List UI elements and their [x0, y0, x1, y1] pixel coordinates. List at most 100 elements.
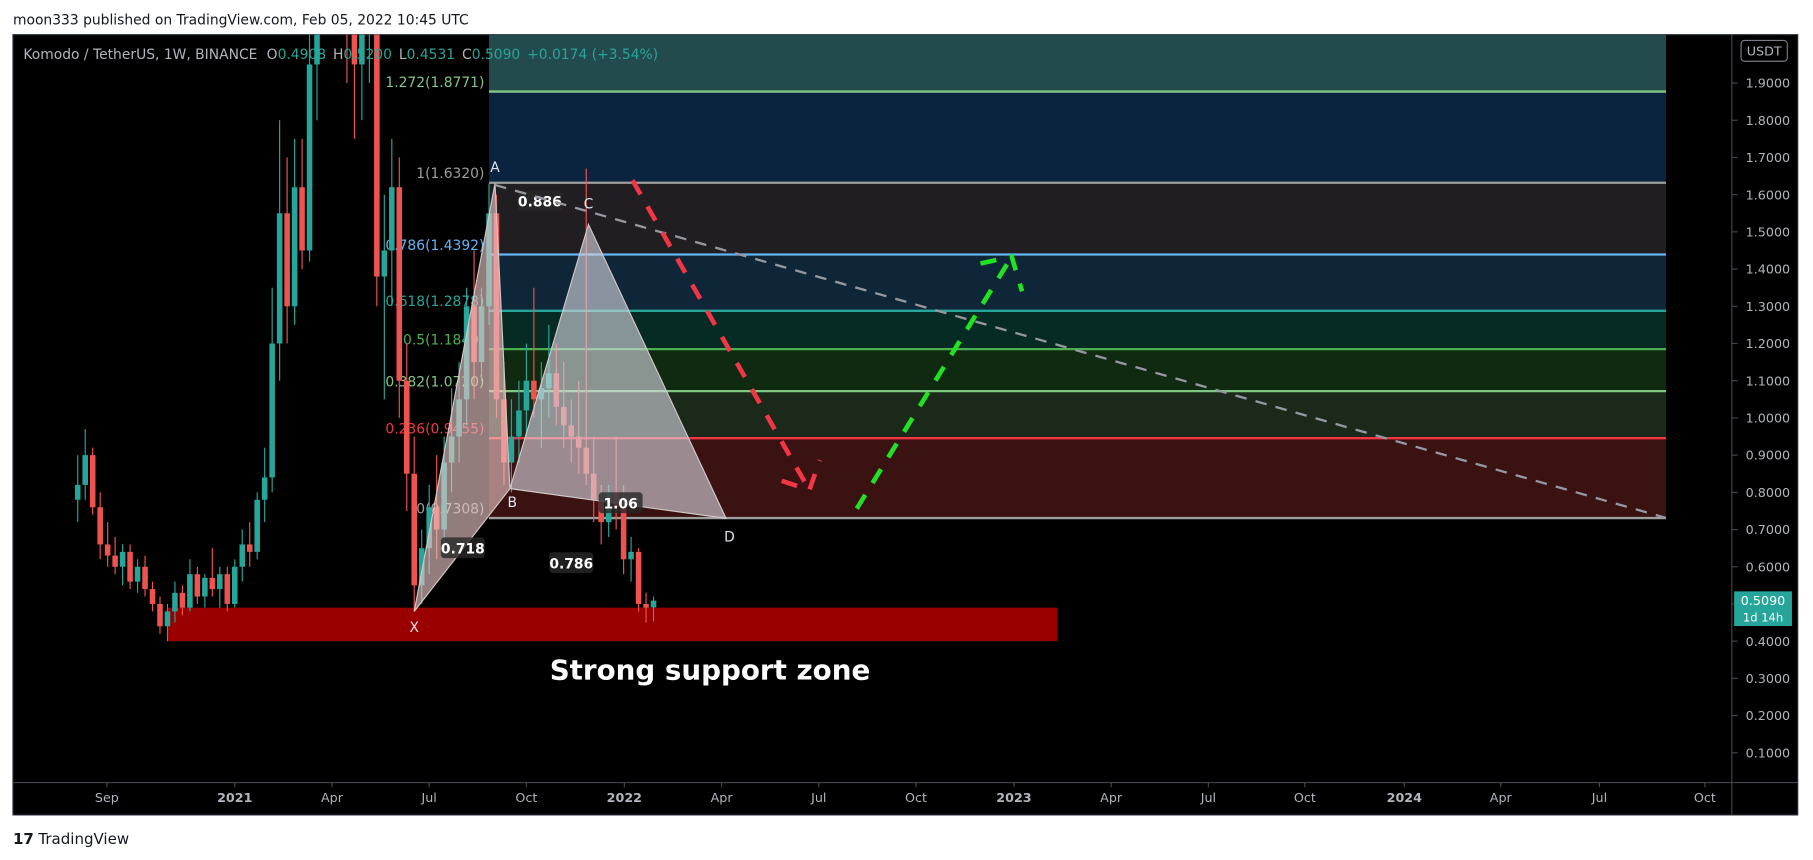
candle-body — [635, 551, 642, 604]
x-tick-label: Apr — [1100, 790, 1123, 805]
candle-body — [531, 380, 537, 400]
x-tick-label: Apr — [1490, 790, 1513, 805]
candle-body — [157, 603, 163, 627]
y-tick-label: 0.7000 — [1746, 522, 1790, 537]
fib-band — [489, 182, 1667, 255]
x-tick-label: Jul — [1200, 790, 1216, 805]
candle-body — [89, 455, 96, 508]
candle-body — [411, 473, 418, 586]
candle-body — [299, 187, 305, 251]
brand-name: TradingView — [37, 830, 129, 848]
fib-label: 0.786(1.4392) — [385, 238, 484, 254]
x-tick-label: Oct — [515, 790, 537, 805]
candle-body — [134, 566, 141, 582]
x-tick-label: Apr — [321, 790, 344, 805]
x-tick-label: Jul — [1591, 790, 1607, 805]
candle-body — [127, 551, 133, 582]
ohlc-value: 0.5090 — [472, 47, 520, 63]
ratio-box — [440, 537, 485, 559]
publisher: moon333 published on TradingView.com, Fe… — [13, 12, 469, 28]
candle-body — [202, 577, 208, 597]
ratio-label: 1.06 — [604, 496, 638, 512]
candle-body — [142, 566, 148, 590]
y-tick-label: 1.6000 — [1746, 187, 1790, 202]
ohlc-key: O — [267, 47, 278, 63]
pattern-point-label: D — [724, 529, 735, 545]
x-tick-label: Oct — [905, 790, 927, 805]
x-tick-label: 2024 — [1387, 790, 1423, 805]
candle-body — [239, 544, 246, 567]
fib-band — [489, 349, 1667, 392]
brand: 17 TradingView — [13, 830, 129, 848]
x-tick-label: Oct — [1694, 790, 1716, 805]
ohlc-key: L — [399, 47, 407, 63]
candle-body — [276, 213, 283, 344]
candle-body — [217, 574, 223, 590]
fib-band — [489, 34, 1667, 92]
fib-band — [489, 310, 1667, 350]
candle-body — [269, 343, 275, 478]
y-tick-label: 1.9000 — [1746, 76, 1790, 91]
change: +0.0174 (+3.54%) — [527, 47, 658, 63]
x-tick-label: 2022 — [607, 790, 642, 805]
pattern-point-label: X — [409, 620, 419, 636]
candle-body — [418, 548, 425, 586]
fib-label: 0.618(1.2878) — [385, 294, 484, 310]
ratio-label: 0.786 — [549, 556, 593, 572]
candle-body — [381, 250, 388, 277]
candle-body — [389, 187, 395, 251]
candle-body — [187, 574, 193, 608]
candle-body — [284, 213, 290, 307]
support-label: Strong support zone — [550, 654, 871, 687]
candle-body — [351, 34, 358, 65]
plot: 1.272(1.8771) 1(1.6320) 0.786(1.4392) 0.618… — [74, 34, 1667, 687]
ohlc-key: H — [333, 47, 343, 63]
fib-band — [489, 91, 1667, 183]
ohlc-value: 0.5200 — [343, 47, 392, 63]
currency-box[interactable] — [1740, 39, 1788, 62]
candle-body — [650, 600, 657, 608]
candle-body — [508, 436, 515, 463]
candle-body — [359, 34, 365, 65]
x-tick-label: Sep — [95, 790, 119, 805]
y-tick-label: 1.4000 — [1746, 262, 1790, 277]
y-tick-label: 1.1000 — [1746, 373, 1790, 388]
candle-body — [74, 484, 81, 500]
support-zone — [167, 607, 1058, 642]
ohlc-key: C — [462, 47, 472, 63]
x-tick-label: Jul — [421, 790, 437, 805]
price-badge-label: 0.5090 — [1741, 593, 1785, 608]
candle-body — [261, 477, 268, 500]
candle-body — [396, 187, 403, 381]
y-tick-label: 0.8000 — [1746, 485, 1790, 500]
y-tick-label: 1.2000 — [1746, 336, 1790, 351]
fib-label: 1.272(1.8771) — [385, 75, 484, 91]
candle-body — [628, 551, 634, 560]
candle-body — [620, 507, 627, 560]
candle-body — [104, 544, 111, 556]
brand-logo: 17 — [13, 830, 34, 848]
y-tick-label: 1.8000 — [1746, 113, 1790, 128]
y-tick-label: 1.5000 — [1746, 225, 1790, 240]
pattern-point-label: A — [490, 160, 500, 176]
candle-body — [179, 592, 186, 608]
candle-body — [523, 380, 530, 411]
currency: USDT — [1747, 43, 1782, 58]
y-tick-label: 0.2000 — [1746, 708, 1790, 723]
ratio-label: 0.886 — [518, 195, 562, 211]
projection-down — [630, 179, 822, 494]
countdown: 1d 14h — [1743, 610, 1783, 624]
candle-body — [164, 611, 171, 627]
candle-body — [209, 577, 216, 590]
candle-body — [149, 589, 156, 604]
symbol: Komodo / TetherUS, 1W, BINANCE — [23, 47, 257, 63]
y-tick-label: 1.0000 — [1746, 411, 1790, 426]
candle-body — [291, 187, 298, 307]
candle-body — [172, 592, 178, 612]
candle-body — [314, 34, 320, 65]
candle-body — [112, 555, 118, 567]
y-tick-label: 1.7000 — [1746, 150, 1790, 165]
candle-body — [306, 64, 313, 251]
candle-body — [119, 551, 126, 567]
